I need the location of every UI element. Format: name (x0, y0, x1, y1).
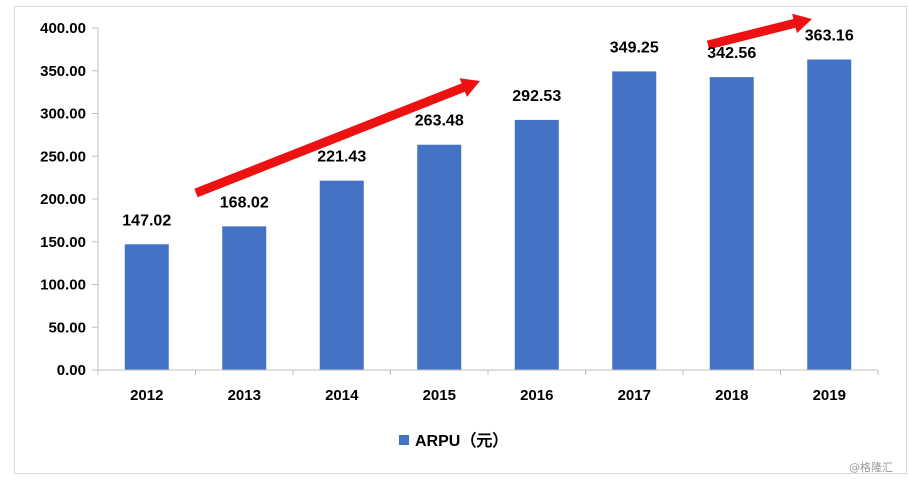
y-tick-label: 200.00 (40, 191, 86, 208)
x-tick-label: 2015 (423, 387, 456, 404)
trend-arrows (194, 13, 812, 198)
x-axis: 2012 2013 2014 2015 2016 2017 2018 2019 (97, 369, 879, 404)
y-tick-label: 50.00 (48, 319, 86, 336)
legend-swatch (399, 435, 409, 445)
x-tick-label: 2018 (715, 387, 748, 404)
x-tick-label: 2016 (520, 387, 553, 404)
trend-arrow (706, 13, 812, 50)
x-tick-label: 2013 (228, 387, 261, 404)
data-label: 292.53 (512, 88, 561, 105)
data-label: 263.48 (415, 113, 464, 130)
y-tick-label: 0.00 (57, 362, 86, 379)
y-tick-label: 250.00 (40, 148, 86, 165)
bars-group (124, 59, 852, 371)
y-axis: 0.00 50.00 100.00 150.00 200.00 250.00 300.00 3… (40, 20, 99, 379)
data-label: 349.25 (610, 39, 659, 56)
legend: ARPU（元） (399, 432, 508, 450)
bar (319, 180, 364, 370)
trend-arrow (194, 78, 481, 198)
watermark: @格隆汇 (849, 460, 893, 474)
y-tick-label: 350.00 (40, 63, 86, 80)
data-label: 168.02 (220, 194, 269, 211)
bar (222, 226, 267, 370)
y-tick-label: 300.00 (40, 106, 86, 123)
bar (417, 144, 462, 370)
bar (807, 59, 852, 370)
bar (124, 244, 169, 370)
y-tick-label: 100.00 (40, 277, 86, 294)
y-tick-label: 400.00 (40, 20, 86, 37)
data-labels: 147.02 168.02 221.43 263.48 292.53 349.25 342.… (122, 27, 854, 229)
data-label: 363.16 (805, 27, 854, 44)
bar (612, 71, 657, 371)
y-tick-label: 150.00 (40, 234, 86, 251)
bar (709, 77, 754, 370)
data-label: 147.02 (122, 212, 171, 229)
data-label: 221.43 (317, 149, 366, 166)
bar (514, 119, 559, 371)
x-tick-label: 2012 (130, 387, 163, 404)
data-label: 342.56 (707, 45, 756, 62)
legend-label: ARPU（元） (415, 432, 508, 450)
x-tick-label: 2017 (618, 387, 651, 404)
x-tick-label: 2014 (325, 387, 359, 404)
x-tick-label: 2019 (813, 387, 846, 404)
